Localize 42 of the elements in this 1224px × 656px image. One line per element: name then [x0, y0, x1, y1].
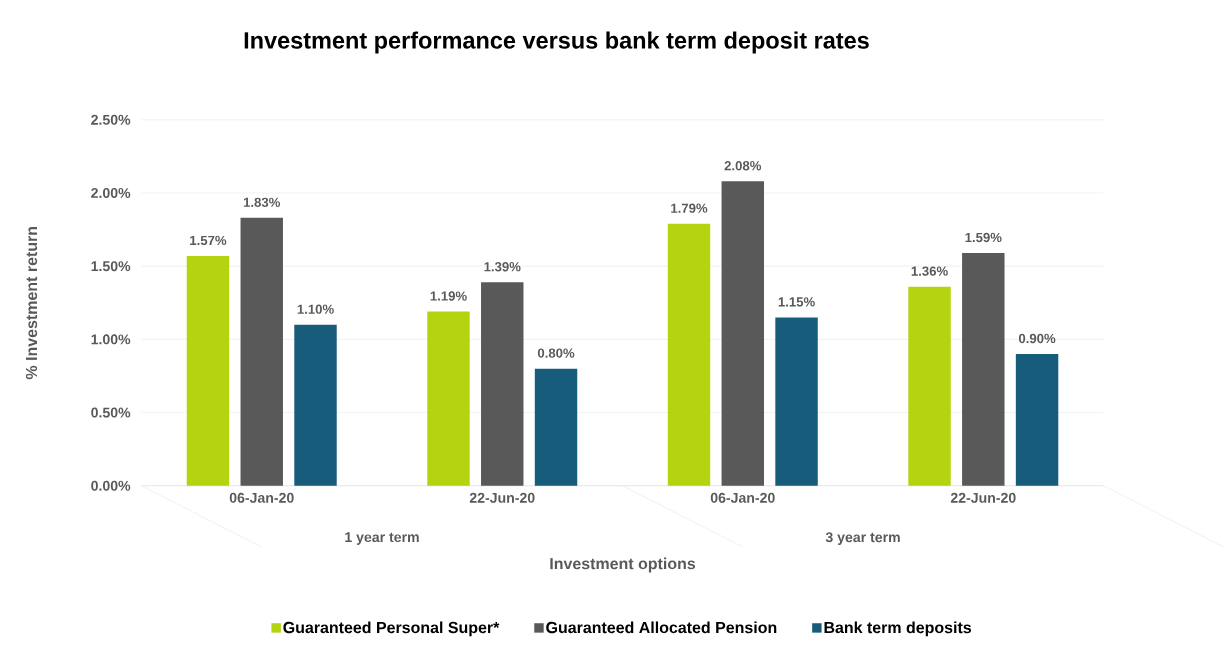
bar [667, 223, 711, 486]
bar [962, 253, 1005, 486]
text: 3 year term [825, 532, 900, 546]
data-label: 1.15% [778, 297, 815, 307]
bar [721, 181, 764, 486]
data-label: 0.90% [1018, 334, 1056, 344]
data-label: 0.80% [537, 348, 575, 359]
data-label: 1.19% [430, 291, 467, 301]
x-tick-label: 06-Jan-20 [710, 493, 775, 504]
legend-label: Guaranteed Personal Super* [283, 621, 500, 637]
bar [186, 256, 230, 486]
y-tick-label: 2.00% [91, 188, 131, 199]
bar [427, 311, 470, 486]
data-label: 1.83% [243, 197, 281, 208]
legend-label: Bank term deposits [824, 621, 972, 637]
bar [908, 286, 951, 486]
x-tick-label: 22-Jun-20 [469, 493, 535, 504]
text: 1 year term [345, 532, 419, 546]
y-tick-label: 0.00% [91, 480, 131, 491]
y-tick-label: 0.50% [91, 407, 131, 418]
bar [534, 368, 578, 486]
bar [481, 282, 524, 486]
bar [1015, 354, 1059, 486]
data-label: 1.39% [484, 262, 521, 272]
x-tick-label: 22-Jun-20 [950, 493, 1016, 504]
bar [240, 218, 283, 486]
chart-title: Investment performance versus bank term deposit rates [244, 31, 869, 54]
data-label: 1.36% [911, 266, 948, 277]
data-label: 2.08% [724, 161, 762, 171]
legend-label: Guaranteed Allocated Pension [546, 621, 777, 634]
y-tick-label: 1.50% [91, 261, 131, 272]
bar [775, 317, 818, 486]
y-tick-label: 1.00% [91, 334, 131, 345]
y-tick-label: 2.50% [91, 115, 131, 125]
x-axis-title: Investment options [550, 557, 696, 573]
data-label: 1.10% [297, 304, 334, 315]
x-tick-label: 06-Jan-20 [229, 493, 294, 504]
bar [294, 324, 337, 486]
data-label: 1.57% [190, 236, 227, 246]
y-axis-title: % Investment return [25, 227, 38, 380]
data-label: 1.59% [965, 233, 1002, 243]
data-label: 1.79% [671, 203, 708, 214]
